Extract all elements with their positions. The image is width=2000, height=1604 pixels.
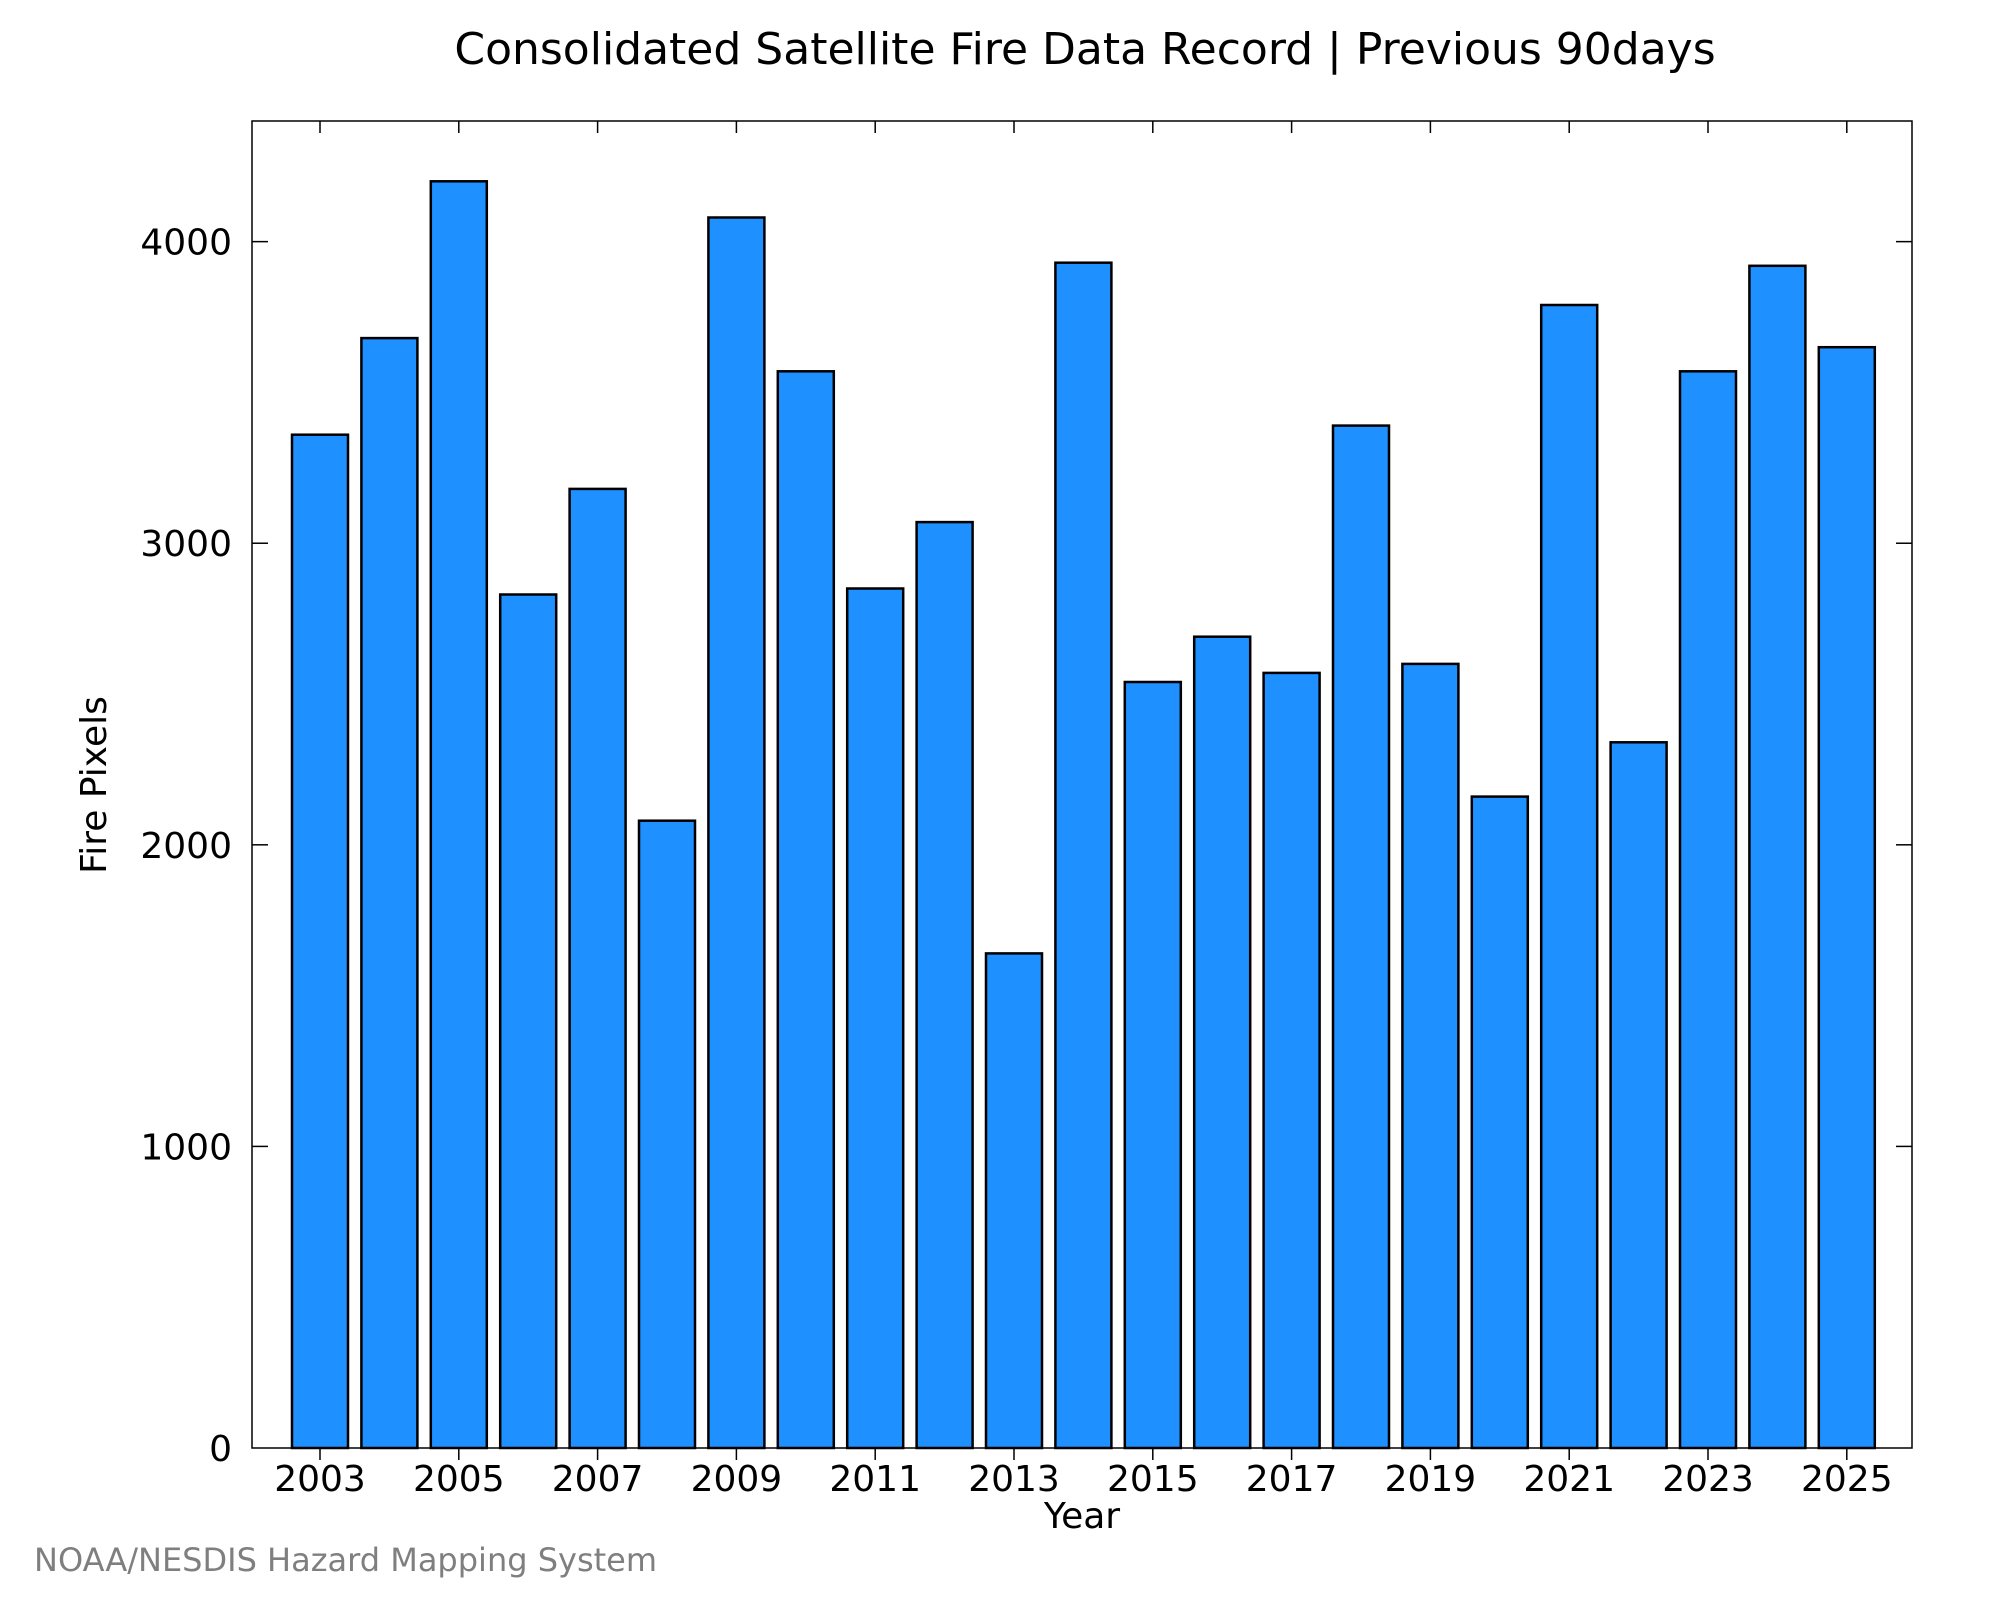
x-tick-label-2013: 2013 [968, 1459, 1060, 1500]
bar-2013 [984, 952, 1044, 1450]
x-tick-label-2017: 2017 [1246, 1459, 1338, 1500]
bar-2025 [1817, 345, 1877, 1450]
bar-2007 [568, 487, 627, 1450]
y-tick-label-2000: 2000 [140, 826, 232, 867]
plot-frame [251, 120, 1913, 1449]
bar-2024 [1748, 264, 1807, 1450]
chart-title: Consolidated Satellite Fire Data Record … [454, 24, 1715, 75]
bar-2023 [1678, 370, 1738, 1450]
y-tick-label-4000: 4000 [140, 223, 232, 264]
bar-2006 [498, 593, 558, 1450]
bar-2003 [290, 433, 350, 1450]
ticks-layer: 2003 2005 2007 2009 2011 2013 2015 2017 2019 2021… [140, 121, 1912, 1500]
x-tick-label-2005: 2005 [413, 1459, 505, 1500]
bar-2010 [776, 370, 836, 1450]
y-axis-label: Fire Pixels [74, 696, 115, 874]
bar-2012 [915, 520, 974, 1450]
bar-2018 [1331, 424, 1391, 1450]
y-tick-label-3000: 3000 [140, 524, 232, 565]
bar-2019 [1401, 662, 1460, 1450]
bar-2011 [845, 587, 905, 1450]
x-axis-label: Year [1043, 1496, 1120, 1537]
bar-2022 [1609, 741, 1668, 1450]
x-tick-label-2015: 2015 [1107, 1459, 1199, 1500]
bar-2005 [429, 180, 489, 1450]
bar-2017 [1262, 671, 1321, 1450]
footer-credit: NOAA/NESDIS Hazard Mapping System [34, 1541, 657, 1579]
x-tick-label-2019: 2019 [1385, 1459, 1477, 1500]
y-tick-label-0: 0 [209, 1429, 232, 1470]
bar-2014 [1054, 261, 1113, 1450]
y-tick-label-1000: 1000 [140, 1127, 232, 1168]
bar-2020 [1470, 795, 1530, 1450]
bar-2008 [637, 819, 697, 1450]
x-tick-label-2007: 2007 [552, 1459, 644, 1500]
bar-2015 [1123, 680, 1183, 1450]
bar-2004 [360, 336, 419, 1450]
bar-2009 [707, 216, 766, 1450]
x-tick-label-2021: 2021 [1523, 1459, 1615, 1500]
x-tick-label-2003: 2003 [274, 1459, 366, 1500]
x-tick-label-2009: 2009 [691, 1459, 783, 1500]
bar-2016 [1192, 635, 1252, 1450]
x-tick-label-2023: 2023 [1662, 1459, 1754, 1500]
bar-2021 [1539, 303, 1599, 1450]
x-tick-label-2011: 2011 [829, 1459, 921, 1500]
x-tick-label-2025: 2025 [1801, 1459, 1893, 1500]
bars-layer [290, 180, 1877, 1450]
